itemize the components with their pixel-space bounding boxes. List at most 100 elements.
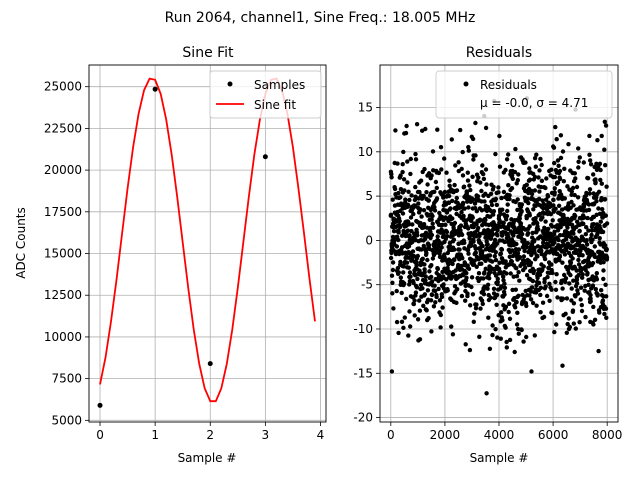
residual-point bbox=[406, 189, 411, 194]
residual-point bbox=[421, 222, 427, 227]
residual-point bbox=[441, 282, 446, 287]
residual-point bbox=[552, 186, 557, 191]
residual-point bbox=[516, 331, 521, 336]
residual-point bbox=[466, 226, 471, 231]
residual-point bbox=[440, 258, 445, 263]
residual-point bbox=[497, 260, 502, 265]
residual-point bbox=[571, 301, 577, 306]
residual-point bbox=[434, 185, 439, 191]
residual-point bbox=[429, 329, 434, 334]
residual-point bbox=[481, 176, 487, 182]
residual-point bbox=[418, 220, 423, 226]
residual-point bbox=[556, 237, 561, 243]
residual-point bbox=[509, 173, 515, 178]
residual-point bbox=[460, 149, 465, 155]
residual-point bbox=[424, 308, 429, 313]
residual-point bbox=[580, 275, 585, 280]
residual-point bbox=[494, 202, 499, 208]
residual-point bbox=[404, 296, 409, 302]
residual-point bbox=[540, 215, 545, 220]
residual-point bbox=[522, 248, 527, 254]
sine-fit-xtick-label: 3 bbox=[262, 428, 270, 442]
sine-fit-xtick-label: 2 bbox=[206, 428, 214, 442]
residuals-ytick-label: -15 bbox=[353, 366, 373, 380]
residuals-ytick-label: -20 bbox=[353, 411, 373, 425]
residual-point bbox=[505, 202, 510, 207]
residual-point bbox=[422, 292, 428, 297]
residuals-ytick-label: 0 bbox=[365, 233, 373, 247]
residual-point bbox=[573, 213, 578, 219]
residual-point bbox=[543, 284, 548, 289]
residual-point bbox=[551, 145, 557, 150]
residual-point bbox=[408, 156, 413, 162]
residual-point bbox=[391, 229, 397, 234]
residual-point bbox=[596, 348, 601, 354]
residual-point bbox=[527, 213, 532, 218]
residual-point bbox=[479, 261, 484, 266]
residual-point bbox=[574, 184, 580, 190]
residual-point bbox=[588, 158, 593, 163]
residual-point bbox=[575, 288, 580, 293]
residual-point bbox=[433, 288, 438, 294]
residual-point bbox=[459, 166, 464, 172]
residual-point bbox=[424, 225, 430, 230]
residual-point bbox=[599, 133, 604, 139]
residual-point bbox=[504, 157, 510, 162]
residual-point bbox=[413, 151, 418, 157]
residual-point bbox=[490, 332, 495, 338]
residual-point bbox=[402, 315, 407, 320]
residual-point bbox=[560, 296, 566, 301]
residual-point bbox=[481, 276, 486, 281]
residual-point bbox=[507, 337, 513, 343]
residual-point bbox=[547, 281, 552, 286]
residual-point bbox=[482, 270, 487, 275]
residual-point bbox=[591, 222, 596, 227]
residuals-ytick-label: 10 bbox=[358, 145, 373, 159]
residual-point bbox=[519, 202, 525, 207]
residual-point bbox=[588, 292, 593, 298]
residual-point bbox=[496, 313, 501, 318]
residual-point bbox=[463, 342, 468, 347]
residual-point bbox=[398, 259, 403, 265]
sine-fit-legend: Samples Sine fit bbox=[209, 70, 322, 119]
residual-point bbox=[571, 321, 576, 326]
residual-point bbox=[393, 128, 398, 133]
residual-point bbox=[464, 218, 469, 223]
residual-point bbox=[518, 221, 524, 226]
residual-point bbox=[530, 285, 535, 290]
residual-point bbox=[483, 191, 488, 196]
residual-point bbox=[591, 322, 596, 327]
residual-point bbox=[590, 283, 596, 288]
residual-point bbox=[491, 209, 497, 214]
sine-fit-gridlines bbox=[89, 65, 326, 422]
residual-point bbox=[588, 299, 593, 304]
residual-point bbox=[389, 171, 394, 177]
residual-point bbox=[499, 247, 505, 252]
residual-point bbox=[522, 265, 528, 270]
residuals-xtick-label: 4000 bbox=[484, 428, 515, 442]
residuals-frame bbox=[379, 64, 619, 423]
residual-point bbox=[415, 233, 420, 238]
legend-sine-fit-label: Sine fit bbox=[254, 98, 296, 112]
residual-point bbox=[604, 246, 609, 252]
residual-point bbox=[486, 315, 491, 320]
residual-point bbox=[552, 190, 557, 195]
residual-point bbox=[575, 195, 581, 200]
residual-point bbox=[421, 193, 426, 199]
residual-point bbox=[500, 207, 505, 212]
residual-point bbox=[555, 295, 560, 300]
residual-point bbox=[480, 243, 485, 249]
residual-point bbox=[504, 271, 509, 276]
residual-point bbox=[604, 315, 609, 320]
residuals-legend-box bbox=[435, 70, 613, 119]
residual-point bbox=[581, 221, 586, 226]
residual-point bbox=[429, 274, 434, 280]
residual-point bbox=[409, 228, 414, 234]
residual-point bbox=[406, 333, 411, 338]
residual-point bbox=[589, 232, 594, 238]
residual-point bbox=[602, 147, 607, 152]
sine-fit-ytick-label: 5000 bbox=[51, 413, 82, 427]
residual-point bbox=[402, 281, 407, 286]
residual-point bbox=[411, 301, 416, 307]
residual-point bbox=[524, 273, 530, 278]
